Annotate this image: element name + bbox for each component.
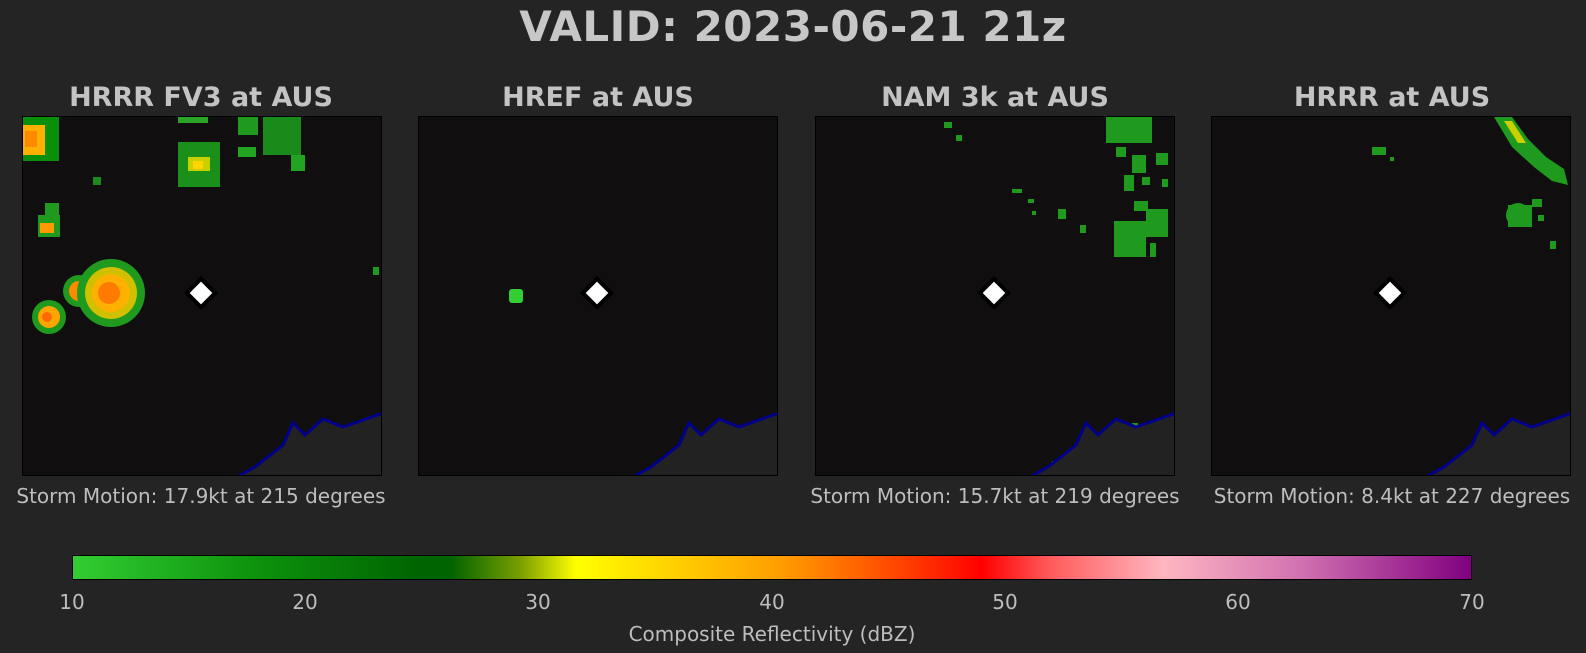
panel-title-nam-3k: NAM 3k at AUS bbox=[881, 82, 1109, 113]
coastline bbox=[237, 412, 381, 475]
coastline bbox=[1426, 412, 1570, 475]
station-marker bbox=[580, 276, 614, 310]
map-href bbox=[418, 116, 778, 476]
colorbar-label: Composite Reflectivity (dBZ) bbox=[628, 622, 916, 646]
colorbar-tick: 30 bbox=[525, 590, 551, 614]
figure-title: VALID: 2023-06-21 21z bbox=[519, 2, 1067, 51]
storm-motion-hrrr: Storm Motion: 8.4kt at 227 degrees bbox=[1213, 484, 1571, 508]
colorbar-tick: 40 bbox=[759, 590, 785, 614]
radar-echoes bbox=[1372, 117, 1568, 249]
colorbar-tick: 10 bbox=[59, 590, 85, 614]
map-hrrr bbox=[1211, 116, 1571, 476]
colorbar-tick: 50 bbox=[992, 590, 1018, 614]
coastline bbox=[1030, 412, 1174, 475]
station-marker bbox=[977, 276, 1011, 310]
coastline bbox=[633, 412, 777, 475]
colorbar-tick: 20 bbox=[292, 590, 318, 614]
panel-title-href: HREF at AUS bbox=[502, 82, 694, 113]
map-hrrr-fv3 bbox=[22, 116, 382, 476]
radar-echoes bbox=[944, 117, 1168, 471]
radar-echoes bbox=[23, 117, 379, 334]
storm-motion-nam-3k: Storm Motion: 15.7kt at 219 degrees bbox=[810, 484, 1180, 508]
storm-motion-hrrr-fv3: Storm Motion: 17.9kt at 215 degrees bbox=[16, 484, 386, 508]
radar-echo bbox=[509, 289, 523, 303]
station-marker bbox=[1373, 276, 1407, 310]
map-nam-3k bbox=[815, 116, 1175, 476]
panel-title-hrrr: HRRR at AUS bbox=[1293, 82, 1491, 113]
colorbar-tick: 60 bbox=[1225, 590, 1251, 614]
station-marker bbox=[184, 276, 218, 310]
panel-title-hrrr-fv3: HRRR FV3 at AUS bbox=[69, 82, 333, 113]
colorbar bbox=[72, 555, 1472, 580]
colorbar-tick: 70 bbox=[1459, 590, 1485, 614]
